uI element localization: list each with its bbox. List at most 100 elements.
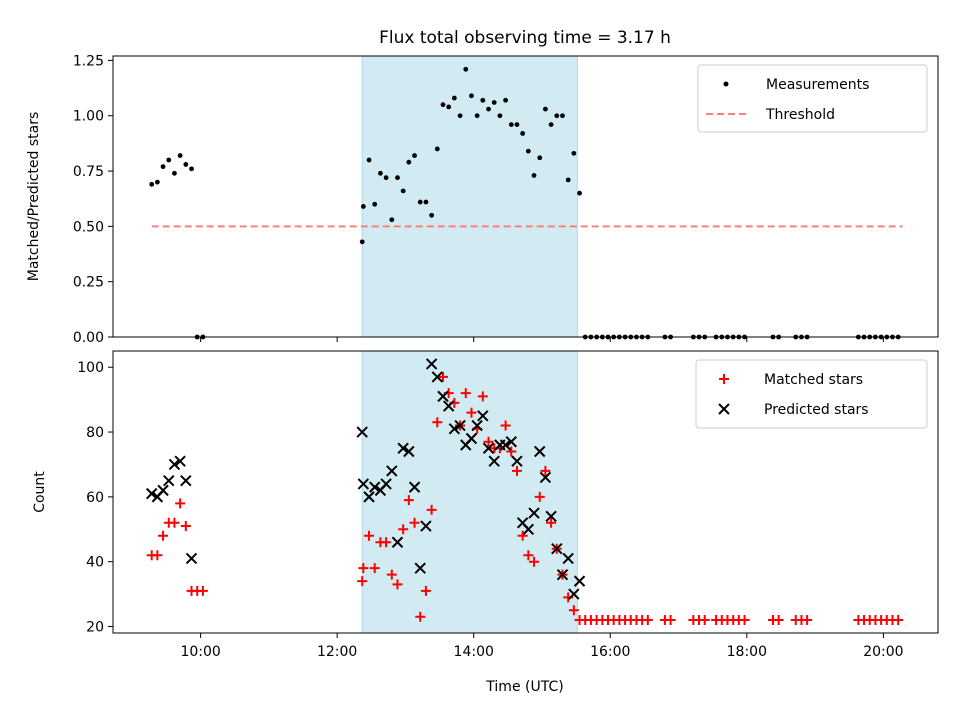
matched-point — [642, 615, 653, 626]
y-tick-label: 40 — [86, 555, 104, 571]
predicted-point — [391, 536, 404, 548]
measurement-point — [469, 93, 474, 99]
matched-point — [665, 615, 676, 626]
matched-point — [392, 579, 403, 590]
measurement-point — [400, 188, 406, 194]
predicted-point — [551, 543, 563, 555]
predicted-point — [488, 455, 500, 467]
predicted-point — [414, 562, 426, 574]
predicted-point — [363, 491, 375, 503]
ratio-shaded-span-group — [361, 55, 578, 338]
predicted-point — [471, 419, 483, 432]
predicted-point — [369, 481, 381, 493]
predicted-point — [397, 442, 409, 454]
predicted-point — [437, 390, 449, 403]
y-tick-label: 20 — [86, 620, 104, 636]
predicted-point — [145, 487, 158, 500]
matched-point — [197, 585, 208, 596]
matched-point — [152, 550, 163, 561]
predicted-point — [534, 445, 546, 458]
matched-point — [540, 465, 551, 476]
x-tick-label: 18:00 — [727, 644, 767, 660]
measurement-point — [172, 170, 177, 176]
matched-point — [773, 615, 784, 626]
predicted-point — [174, 455, 186, 467]
count-xticks-group: 10:00 12:00 14:00 16:00 18:00 20:00 — [180, 633, 904, 660]
predicted-point — [442, 400, 455, 412]
x-tick-label: 14:00 — [454, 644, 494, 660]
measurement-point — [406, 159, 412, 165]
matched-point — [511, 465, 522, 476]
predicted-point — [573, 575, 586, 587]
ratio-axes-frame — [112, 55, 939, 338]
y-tick-label: 1.25 — [73, 53, 104, 69]
measurement-point — [503, 97, 508, 103]
legend-matched-label: Matched stars — [764, 372, 863, 388]
predicted-point — [386, 465, 398, 477]
measurement-point — [531, 173, 537, 178]
matched-point — [546, 517, 557, 528]
measurement-point — [378, 170, 383, 176]
measurement-point — [520, 131, 526, 136]
legend-matched-marker — [719, 374, 729, 384]
y-tick-label: 0.25 — [73, 275, 104, 291]
predicted-point — [562, 552, 574, 565]
y-tick-label: 60 — [86, 490, 104, 506]
predicted-point — [380, 478, 392, 490]
matched-point — [415, 611, 426, 622]
measurement-point — [383, 175, 389, 181]
predicted-point — [511, 455, 523, 467]
measurement-point — [525, 148, 531, 154]
measurement-point — [149, 181, 155, 187]
measurement-point — [548, 122, 554, 127]
matched-point — [358, 563, 369, 574]
matched-point — [893, 615, 904, 626]
ratio-panel: 0.00 0.25 0.50 0.75 1.00 1.25 Matched/Predict… — [26, 53, 939, 346]
measurement-point — [395, 175, 400, 181]
measurement-point — [160, 164, 166, 170]
y-tick-label: 0.00 — [73, 330, 104, 346]
predicted-point — [454, 419, 466, 432]
predicted-point — [168, 458, 181, 471]
y-tick-label: 0.75 — [73, 164, 104, 180]
measurement-point — [508, 122, 514, 127]
measurement-point — [166, 157, 172, 163]
predicted-point — [425, 358, 438, 370]
matched-point — [381, 537, 392, 548]
x-axis-label: Time (UTC) — [485, 679, 563, 695]
count-axes-frame — [112, 350, 939, 634]
measurement-point — [440, 102, 446, 108]
predicted-point — [499, 439, 512, 451]
measurement-point — [389, 217, 395, 223]
ratio-legend-box — [697, 64, 928, 133]
measurement-point — [189, 166, 194, 172]
matched-point — [699, 615, 710, 626]
matched-point — [460, 388, 471, 399]
measurement-point — [451, 95, 457, 101]
x-tick-label: 10:00 — [180, 644, 220, 660]
predicted-point — [465, 432, 478, 445]
measurement-point — [486, 106, 491, 112]
measurement-point — [177, 153, 183, 158]
predicted-point — [180, 474, 192, 487]
count-legend: Matched stars Predicted stars — [695, 359, 928, 429]
predicted-point — [568, 588, 580, 600]
measurement-point — [514, 122, 520, 127]
count-panel: 20 40 60 80 100 10:00 12:00 14:00 16:00 18:00 20:… — [32, 350, 939, 660]
predicted-point — [431, 371, 444, 383]
count-legend-box — [695, 359, 928, 429]
ratio-y-axis-label: Matched/Predicted stars — [26, 112, 42, 282]
matched-point — [364, 530, 375, 541]
predicted-point — [477, 410, 489, 422]
measurement-point — [565, 177, 571, 183]
predicted-point — [408, 481, 421, 493]
matched-point — [420, 585, 431, 596]
measurement-point — [463, 66, 469, 72]
measurement-point — [412, 153, 417, 158]
x-tick-label: 20:00 — [863, 644, 903, 660]
measurement-point — [537, 155, 543, 161]
legend-measurements-label: Measurements — [766, 77, 869, 93]
measurement-point — [491, 100, 497, 105]
matched-point — [739, 615, 750, 626]
